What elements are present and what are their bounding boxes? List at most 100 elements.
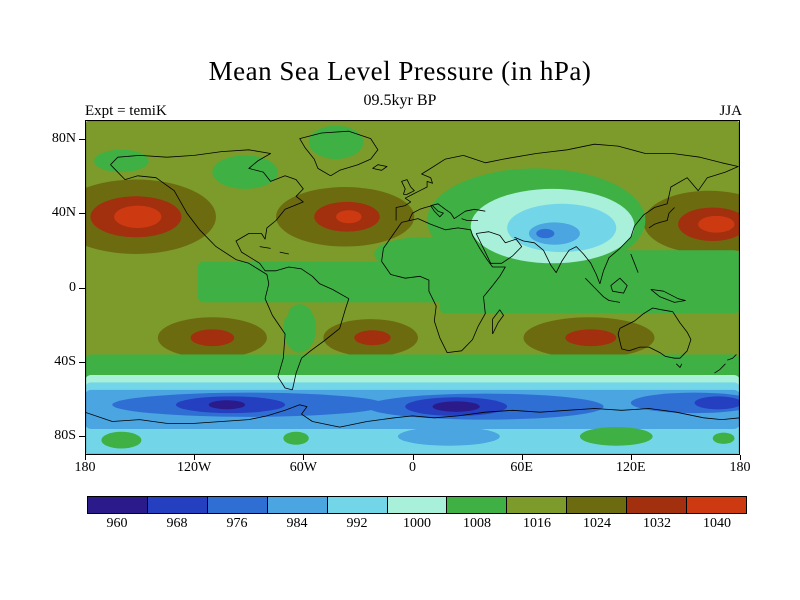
colorbar-label: 1016 [523, 516, 551, 531]
lon-axis-tick [521, 455, 523, 460]
colorbar-label: 960 [106, 516, 128, 531]
coastline-path [727, 354, 737, 361]
lon-tick-label: 180 [729, 460, 751, 475]
lon-axis-tick [194, 455, 196, 460]
lon-axis-tick [85, 455, 86, 460]
lat-tick-label: 80N [51, 130, 76, 146]
contour-region-1032 [354, 330, 391, 346]
colorbar-cell [88, 497, 148, 513]
season-label: JJA [719, 103, 742, 119]
coastline-path [475, 231, 523, 264]
contour-region-1008 [212, 155, 278, 189]
coastline-path [630, 253, 639, 273]
contour-region-1008 [283, 431, 309, 445]
map-frame [84, 119, 741, 456]
colorbar-cell [507, 497, 568, 513]
coastline-path [617, 307, 692, 359]
colorbar-cell [567, 497, 628, 513]
map-plot [84, 119, 741, 456]
pressure-field-layers [85, 120, 740, 455]
coastline-path [676, 363, 683, 368]
figure-title: Mean Sea Level Pressure (in hPa) [208, 56, 592, 86]
contour-region-960 [208, 400, 246, 410]
colorbar-label: 1000 [403, 516, 431, 531]
lon-tick-label: 120E [616, 460, 646, 475]
figure-subtitle: 09.5kyr BP [363, 92, 437, 109]
coastline-path [85, 404, 740, 428]
contour-region-1040 [698, 215, 735, 233]
lat-axis-tick [79, 361, 85, 363]
colorbar-label: 968 [166, 516, 188, 531]
contour-region-1016 [274, 304, 289, 320]
contour-region-1008 [712, 432, 735, 444]
contour-region-976 [536, 228, 555, 239]
lon-axis-tick [740, 455, 741, 460]
coastline-path [110, 149, 350, 390]
pressure-field-svg [84, 119, 741, 456]
colorbar-label: 1024 [583, 516, 611, 531]
contour-region-1032 [190, 329, 235, 347]
colorbar-strip [87, 496, 747, 514]
colorbar-cell [327, 497, 388, 513]
lat-axis-tick [79, 436, 85, 438]
contour-region-1032 [565, 329, 617, 347]
colorbar-cell [147, 497, 208, 513]
colorbar-label: 1040 [703, 516, 731, 531]
contour-region-1008 [283, 304, 317, 353]
coastline-path [299, 130, 379, 177]
coastline-path [650, 289, 686, 303]
coastline-path [585, 277, 620, 303]
coastline-path [259, 246, 271, 249]
coastline-path [610, 277, 628, 294]
coastline-path [492, 309, 504, 335]
contour-region-984 [397, 427, 500, 446]
colorbar-label: 984 [286, 516, 308, 531]
contour-region-1008 [308, 125, 364, 160]
lon-tick-label: 60W [289, 460, 317, 475]
lon-axis-tick [303, 455, 305, 460]
contour-region-1008 [579, 427, 653, 446]
coastline-path [714, 363, 726, 374]
lat-axis-tick [79, 287, 85, 289]
colorbar-label: 992 [346, 516, 368, 531]
experiment-label: Expt = temiK [85, 103, 167, 119]
lon-tick-label: 120W [177, 460, 212, 475]
colorbar-cell [627, 497, 688, 513]
coastline-path [408, 203, 486, 221]
contour-region-1008 [94, 149, 149, 173]
lat-tick-label: 0 [69, 279, 76, 295]
contour-region-1040 [336, 210, 362, 224]
colorbar-labels: 960 968 976 984 992 1000 1008 1016 1024 1032 1040 [87, 516, 747, 532]
coastline-path [461, 218, 478, 221]
coastline-path [395, 155, 464, 221]
coastline-path [463, 143, 739, 284]
coastline-path [514, 236, 601, 284]
lat-tick-label: 80S [54, 428, 76, 444]
coastlines [85, 130, 740, 428]
contour-region-1040 [114, 205, 162, 228]
colorbar-cell [267, 497, 328, 513]
lat-tick-label: 40N [51, 205, 76, 221]
lon-axis-tick [412, 455, 414, 460]
colorbar-label: 1008 [463, 516, 491, 531]
colorbar-label: 1032 [643, 516, 671, 531]
coastline-path [401, 179, 415, 195]
lat-tick-label: 40S [54, 353, 76, 369]
coastline-path [372, 164, 388, 171]
lat-axis-tick [79, 213, 85, 215]
contour-region-968 [694, 396, 740, 410]
contour-region-960 [432, 401, 480, 412]
coastline-path [110, 164, 293, 391]
lat-axis-tick [79, 138, 85, 140]
lon-tick-label: 180 [74, 460, 96, 475]
colorbar: 960 968 976 984 992 1000 1008 1016 1024 1032 1040 [87, 496, 747, 532]
colorbar-cell [387, 497, 448, 513]
coastline-path [381, 218, 506, 353]
coastline-path [648, 207, 675, 229]
lon-tick-label: 0 [409, 460, 416, 475]
lon-axis-tick [630, 455, 632, 460]
lon-tick-label: 60E [510, 460, 533, 475]
colorbar-cell [687, 497, 746, 513]
colorbar-cell [207, 497, 268, 513]
